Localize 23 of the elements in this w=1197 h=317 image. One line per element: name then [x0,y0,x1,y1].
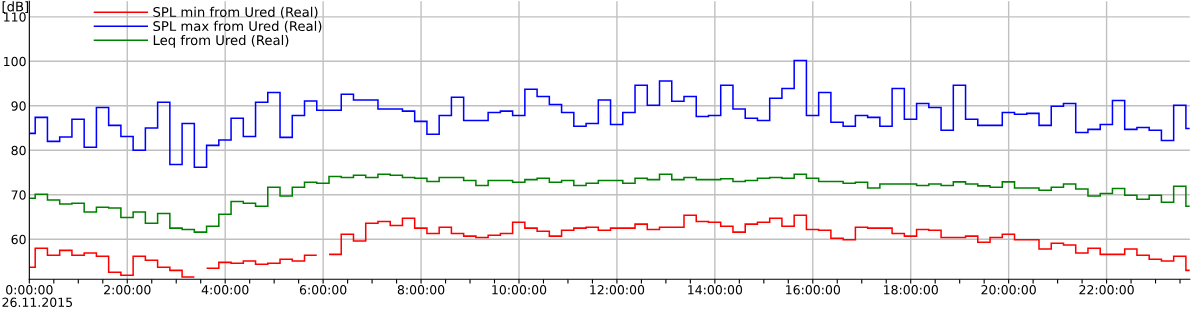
legend-label: SPL max from Ured (Real) [153,20,322,33]
x-tick-label: 16:00:00 [786,285,841,295]
y-tick-label: 100 [4,56,26,67]
y-tick-label: 90 [11,101,26,111]
x-tick-label: 8:00:00 [397,285,445,295]
x-tick-label: 20:00:00 [981,285,1036,295]
y-tick-label: 60 [11,234,26,245]
x-tick-label: 14:00:00 [688,285,743,295]
legend-label: Leq from Ured (Real) [153,34,289,48]
x-tick-label: 0:00:00 [6,285,53,295]
x-tick-label: 4:00:00 [201,285,249,295]
y-tick-label: 110 [4,12,26,22]
y-axis-title: [dB] [2,1,29,14]
y-tick-label: 70 [11,190,26,200]
x-tick-label: 12:00:00 [590,285,645,295]
text: 26.11.2015 [2,297,73,308]
legend-label: SPL min from Ured (Real) [153,6,318,19]
y-tick-label: 80 [11,145,26,156]
x-tick-label: 10:00:00 [492,285,547,295]
x-tick-label: 22:00:00 [1079,285,1134,295]
x-tick-label: 2:00:00 [104,285,151,295]
x-tick-label: 6:00:00 [299,285,347,295]
x-tick-label: 18:00:00 [884,285,938,295]
